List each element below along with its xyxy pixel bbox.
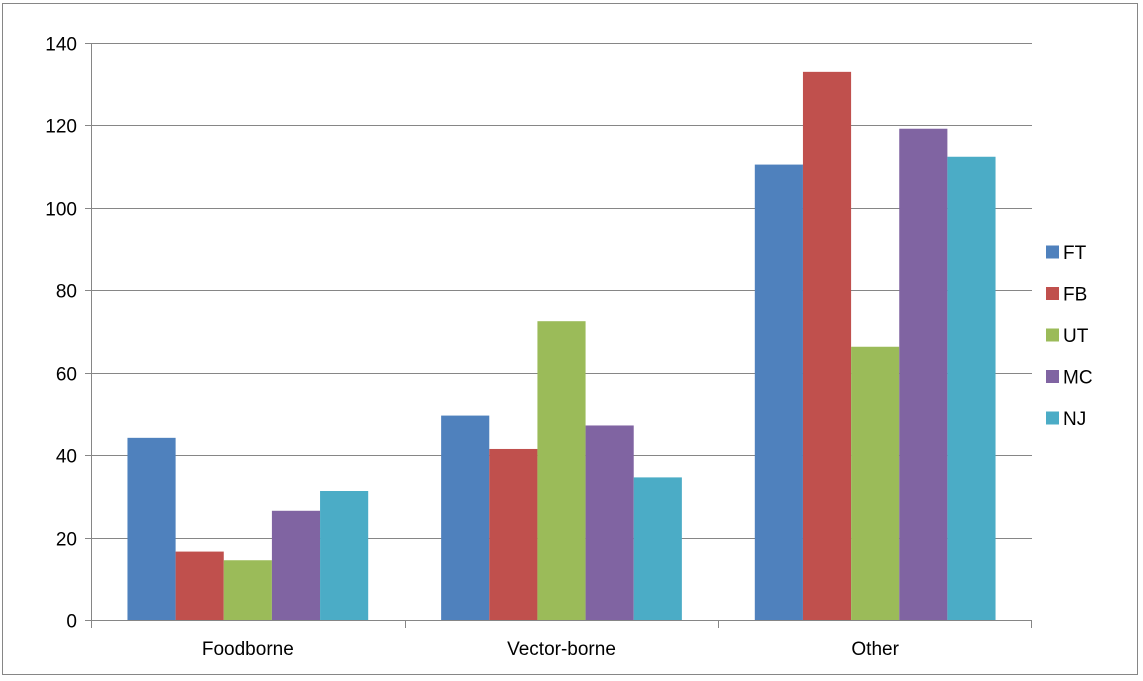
bar-mc-vector-borne [585, 425, 634, 620]
bar-ut-foodborne [223, 560, 272, 620]
y-tick-label: 40 [56, 447, 77, 468]
bar-nj-foodborne [320, 490, 369, 620]
y-tick-labels: 0 20 40 60 80 100 120 140 [45, 35, 77, 633]
y-tick-label: 20 [56, 530, 77, 551]
axes [85, 43, 1032, 628]
bar-nj-vector-borne [633, 477, 682, 620]
x-tick-label: Other [851, 639, 899, 660]
legend-label-mc: MC [1063, 368, 1093, 389]
bar-mc-foodborne [271, 510, 321, 620]
x-tick-labels: Foodborne Vector-borne Other [202, 639, 900, 660]
legend-label-ut: UT [1063, 326, 1089, 347]
y-tick-label: 60 [56, 365, 77, 386]
legend-label-fb: FB [1063, 285, 1087, 306]
bar-ut-other [851, 346, 900, 620]
legend-swatch-fb [1046, 287, 1059, 300]
legend-label-ft: FT [1063, 243, 1087, 264]
x-tick-label: Vector-borne [507, 639, 616, 660]
legend-swatch-mc [1046, 370, 1059, 383]
y-tick-label: 80 [56, 282, 77, 303]
legend-swatch-nj [1046, 411, 1059, 425]
y-tick-label: 120 [45, 117, 77, 138]
bar-ft-other [754, 164, 803, 620]
bar-ft-vector-borne [441, 415, 490, 620]
bar-ut-vector-borne [537, 321, 586, 620]
bar-fb-other [802, 71, 852, 621]
legend: FT FB UT MC NJ [1046, 243, 1093, 430]
bars [127, 71, 996, 621]
y-tick-label: 100 [45, 200, 77, 221]
bar-chart: 0 20 40 60 80 100 120 140 Foodborne Vector-borne… [45, 35, 1093, 661]
legend-swatch-ut [1046, 328, 1059, 342]
bar-nj-other [947, 156, 996, 620]
bar-fb-foodborne [175, 551, 224, 620]
x-tick-label: Foodborne [202, 639, 294, 660]
bar-ft-foodborne [127, 437, 176, 620]
legend-label-nj: NJ [1063, 409, 1086, 430]
bar-mc-other [899, 128, 948, 620]
legend-swatch-ft [1046, 245, 1059, 259]
bar-fb-vector-borne [489, 448, 538, 620]
chart-area: 0 20 40 60 80 100 120 140 Foodborne Vector-borne… [2, 3, 1138, 675]
y-tick-label: 0 [66, 612, 77, 633]
y-tick-label: 140 [45, 35, 77, 56]
